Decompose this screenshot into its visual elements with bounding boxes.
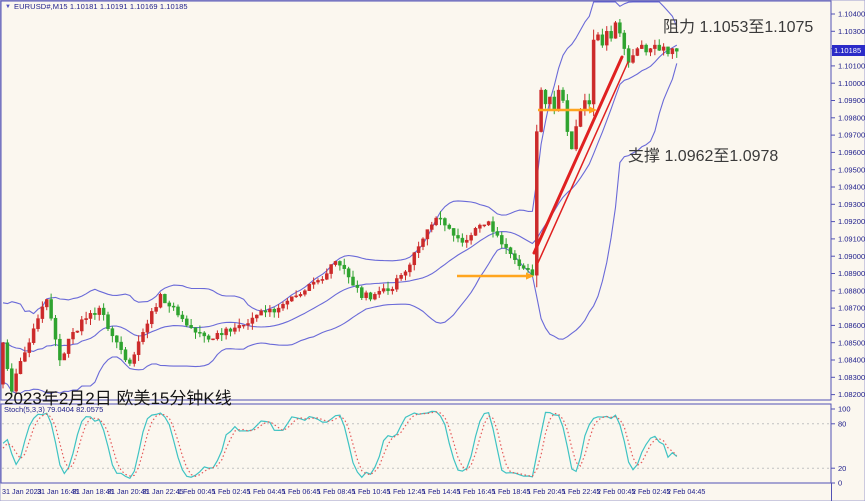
price-tick-label: 1.09400	[838, 183, 865, 192]
time-tick-label: 31 Jan 16:45	[37, 487, 79, 496]
stoch-tick-label: 0	[838, 479, 842, 488]
time-tick-label: 2 Feb 02:45	[632, 487, 670, 496]
price-axis-labels: 1.104001.103001.102001.101001.100001.099…	[831, 10, 865, 399]
price-tick-label: 1.10100	[838, 62, 865, 71]
current-price-tag: 1.10185	[832, 45, 865, 56]
time-tick-label: 1 Feb 06:45	[282, 487, 320, 496]
price-tick-label: 1.09600	[838, 148, 865, 157]
resistance-annotation[interactable]: 阻力 1.1053至1.1075	[663, 19, 814, 36]
price-tick-label: 1.09900	[838, 96, 865, 105]
support-annotation[interactable]: 支撑 1.0962至1.0978	[628, 148, 779, 165]
time-tick-label: 1 Feb 10:45	[352, 487, 390, 496]
symbol-title: ▼ EURUSD#,M15 1.10181 1.10191 1.10169 1.1…	[5, 2, 188, 11]
time-tick-label: 2 Feb 04:45	[667, 487, 705, 496]
price-tick-label: 1.08600	[838, 321, 865, 330]
time-tick-label: 31 Jan 2023	[2, 487, 42, 496]
time-tick-label: 1 Feb 00:45	[177, 487, 215, 496]
time-tick-label: 31 Jan 20:45	[107, 487, 149, 496]
time-tick-label: 1 Feb 08:45	[317, 487, 355, 496]
price-tick-label: 1.08900	[838, 269, 865, 278]
price-tick-label: 1.10300	[838, 27, 865, 36]
time-tick-label: 1 Feb 20:45	[527, 487, 565, 496]
date-annotation[interactable]: 2023年2月2日 欧美15分钟K线	[4, 389, 232, 408]
price-tick-label: 1.10000	[838, 79, 865, 88]
time-tick-label: 31 Jan 18:45	[72, 487, 114, 496]
time-tick-label: 1 Feb 02:45	[212, 487, 250, 496]
stoch-axis-labels: 100 80 20 0	[831, 405, 851, 488]
price-tick-label: 1.09500	[838, 165, 865, 174]
price-tick-label: 1.09200	[838, 217, 865, 226]
time-tick-label: 31 Jan 22:45	[142, 487, 184, 496]
price-tick-label: 1.08800	[838, 286, 865, 295]
price-tick-label: 1.09300	[838, 200, 865, 209]
stoch-tick-label: 80	[838, 419, 846, 428]
time-tick-label: 1 Feb 18:45	[492, 487, 530, 496]
price-tick-label: 1.08200	[838, 390, 865, 399]
price-tick-label: 1.08500	[838, 338, 865, 347]
bollinger-bands	[2, 1, 678, 395]
time-tick-label: 1 Feb 04:45	[247, 487, 285, 496]
price-tick-label: 1.08400	[838, 356, 865, 365]
support-arrows[interactable]	[457, 106, 597, 280]
stochastic-indicator-label: Stoch(5,3,3) 79.0404 82.0575	[4, 405, 104, 414]
candles	[1, 19, 679, 397]
symbol-ohlc-text: EURUSD#,M15 1.10181 1.10191 1.10169 1.10…	[14, 2, 188, 11]
price-tick-label: 1.08700	[838, 304, 865, 313]
symbol-marker-icon[interactable]: ▼	[5, 4, 12, 10]
price-tick-label: 1.09100	[838, 235, 865, 244]
price-tick-label: 1.09800	[838, 113, 865, 122]
time-tick-label: 2 Feb 00:45	[597, 487, 635, 496]
stoch-tick-label: 20	[838, 464, 846, 473]
time-tick-label: 1 Feb 22:45	[562, 487, 600, 496]
time-tick-label: 1 Feb 16:45	[457, 487, 495, 496]
price-tick-label: 1.09700	[838, 131, 865, 140]
stoch-d-line	[2, 411, 678, 477]
stoch-k-line	[2, 410, 678, 480]
trend-lines[interactable]	[532, 55, 629, 266]
time-tick-label: 1 Feb 12:45	[387, 487, 425, 496]
price-tick-label: 1.09000	[838, 252, 865, 261]
price-tick-label: 1.08300	[838, 373, 865, 382]
stoch-level-lines	[2, 423, 830, 469]
time-tick-label: 1 Feb 14:45	[422, 487, 460, 496]
price-tick-label: 1.10400	[838, 10, 865, 19]
stoch-tick-label: 100	[838, 405, 851, 414]
